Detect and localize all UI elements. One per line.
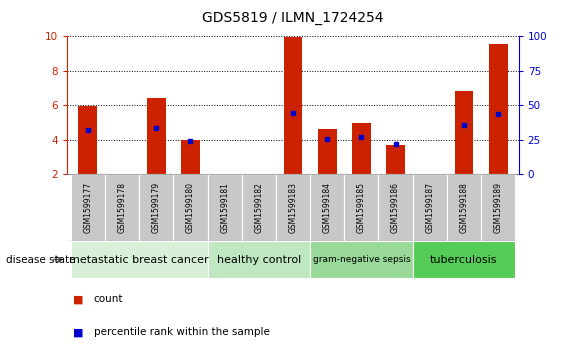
Bar	[147, 98, 166, 174]
Text: disease state: disease state	[6, 254, 76, 265]
Text: gram-negative sepsis: gram-negative sepsis	[312, 255, 410, 264]
Bar	[481, 174, 515, 241]
Bar	[284, 37, 302, 174]
Bar	[455, 91, 473, 174]
Bar	[310, 241, 413, 278]
Text: GSM1599186: GSM1599186	[391, 182, 400, 233]
Text: metastatic breast cancer: metastatic breast cancer	[69, 254, 209, 265]
Text: GSM1599178: GSM1599178	[118, 182, 127, 233]
Text: GSM1599182: GSM1599182	[254, 182, 263, 233]
Bar	[181, 140, 200, 174]
Bar	[207, 174, 242, 241]
Text: percentile rank within the sample: percentile rank within the sample	[94, 327, 270, 337]
Text: GSM1599183: GSM1599183	[288, 182, 298, 233]
Text: GDS5819 / ILMN_1724254: GDS5819 / ILMN_1724254	[202, 11, 384, 25]
Text: ■: ■	[73, 294, 84, 305]
Text: ■: ■	[73, 327, 84, 337]
Text: GSM1599177: GSM1599177	[83, 182, 93, 233]
Text: GSM1599181: GSM1599181	[220, 182, 229, 233]
Text: GSM1599179: GSM1599179	[152, 182, 161, 233]
Bar	[173, 174, 207, 241]
Text: count: count	[94, 294, 123, 305]
Bar	[79, 106, 97, 174]
Bar	[71, 241, 207, 278]
Bar	[489, 44, 507, 174]
Bar	[352, 123, 371, 174]
Bar	[345, 174, 379, 241]
Text: GSM1599184: GSM1599184	[323, 182, 332, 233]
Text: healthy control: healthy control	[217, 254, 301, 265]
Text: GSM1599188: GSM1599188	[459, 182, 468, 233]
Bar	[386, 145, 405, 174]
Bar	[310, 174, 345, 241]
Bar	[379, 174, 413, 241]
Text: GSM1599180: GSM1599180	[186, 182, 195, 233]
Bar	[318, 129, 336, 174]
Bar	[242, 174, 276, 241]
Bar	[139, 174, 173, 241]
Bar	[413, 174, 447, 241]
Text: GSM1599185: GSM1599185	[357, 182, 366, 233]
Bar	[447, 174, 481, 241]
Bar	[71, 174, 105, 241]
Bar	[276, 174, 310, 241]
Text: GSM1599189: GSM1599189	[493, 182, 503, 233]
Bar	[413, 241, 515, 278]
Bar	[207, 241, 310, 278]
Bar	[105, 174, 139, 241]
Text: tuberculosis: tuberculosis	[430, 254, 498, 265]
Text: GSM1599187: GSM1599187	[425, 182, 434, 233]
